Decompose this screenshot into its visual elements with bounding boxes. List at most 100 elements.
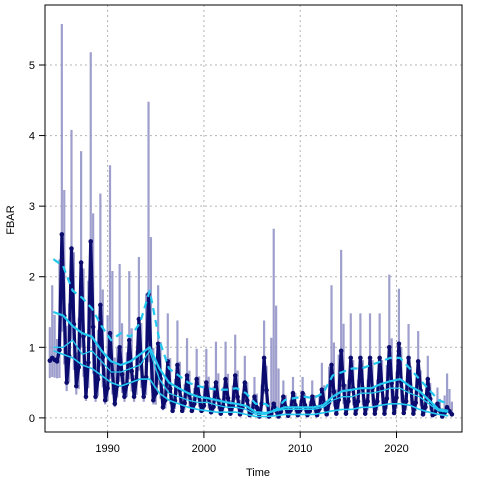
fbar-point — [415, 359, 421, 364]
fbar-point — [300, 390, 305, 396]
x-tick-label: 1990 — [95, 443, 119, 455]
fbar-point — [136, 316, 142, 322]
y-tick-label: 5 — [29, 60, 35, 72]
fbar-point — [244, 398, 250, 403]
fbar-point — [76, 364, 82, 370]
fbar-point — [179, 408, 185, 414]
fbar-point — [355, 399, 361, 404]
fbar-point — [271, 401, 277, 407]
fbar-point — [155, 341, 161, 347]
fbar-point — [394, 395, 399, 401]
fbar-point — [117, 345, 122, 350]
y-tick-label: 2 — [29, 272, 35, 284]
fbar-point — [281, 394, 286, 400]
fbar-point — [362, 411, 368, 416]
fbar-point — [167, 386, 173, 391]
fbar-point — [105, 385, 110, 391]
fbar-point — [232, 373, 238, 378]
x-axis-title: Time — [246, 467, 270, 479]
fbar-point — [435, 401, 440, 407]
fbar-point — [382, 411, 387, 416]
fbar-point — [411, 411, 416, 416]
fbar-point — [223, 376, 228, 382]
fbar-point — [309, 394, 315, 400]
fbar-point — [189, 408, 195, 414]
fbar-point — [122, 394, 127, 400]
fbar-point — [98, 302, 103, 308]
fbar-point — [254, 405, 260, 410]
fbar-point — [288, 407, 293, 413]
fbar-point — [112, 401, 118, 407]
fbar-point — [69, 246, 74, 251]
fbar-point — [211, 404, 216, 410]
fbar-point — [57, 347, 62, 353]
fbar-point — [403, 399, 409, 404]
fbar-point — [182, 400, 187, 406]
fbar-point — [175, 362, 180, 368]
fbar-point — [365, 399, 370, 404]
fbar-point — [341, 383, 346, 388]
fbar-point — [444, 404, 450, 410]
fbar-point — [348, 355, 354, 361]
fbar-point — [252, 394, 257, 400]
fbar-point — [391, 410, 397, 416]
y-tick-label: 4 — [29, 131, 35, 143]
fbar-point — [235, 394, 240, 400]
fbar-point — [100, 355, 106, 360]
fbar-point — [420, 412, 426, 417]
fbar-point — [129, 369, 134, 374]
fbar-point — [194, 376, 199, 382]
fbar-point — [372, 411, 378, 416]
fbar-point — [191, 401, 197, 407]
fbar-point — [367, 355, 373, 361]
fbar-point — [386, 345, 392, 350]
trend-lines — [52, 258, 449, 418]
fbar-point — [126, 337, 132, 343]
fbar-point — [331, 389, 337, 395]
y-tick-label: 0 — [29, 413, 35, 425]
fbar-point — [290, 390, 296, 396]
fbar-point — [160, 404, 166, 410]
y-axis-title: FBAR — [5, 205, 17, 234]
fbar-point — [346, 399, 351, 404]
fbar-point — [59, 232, 65, 237]
fbar-point — [259, 401, 264, 406]
fbar-point — [297, 407, 303, 413]
fbar-point — [90, 324, 96, 330]
fbar-point — [353, 411, 358, 416]
fbar-point — [143, 374, 149, 380]
fbar-point — [377, 355, 382, 361]
fbar-point — [184, 373, 190, 378]
x-tick-label: 2020 — [384, 443, 408, 455]
fbar-point — [406, 355, 411, 361]
plot-frame — [44, 4, 463, 433]
fbar-point — [64, 380, 69, 385]
fbar-point — [338, 348, 344, 354]
fbar-point — [425, 376, 431, 382]
fbar-point — [73, 383, 79, 389]
fbar-point — [204, 380, 209, 385]
fbar-point — [334, 411, 339, 416]
fbar-point — [201, 403, 207, 409]
fbar-point — [374, 399, 380, 404]
fbar-point — [384, 396, 390, 401]
fbar-point — [396, 341, 402, 347]
fbar-point — [131, 394, 137, 400]
trend-median-line — [53, 339, 449, 416]
trend-lower-line — [53, 350, 449, 418]
fbar-point — [423, 404, 428, 410]
fbar-point — [88, 239, 94, 244]
fbar-point — [170, 408, 175, 414]
fbar-point — [95, 376, 101, 382]
fbar-point — [379, 386, 385, 391]
fbar-point — [119, 372, 125, 377]
fbar-point — [449, 412, 455, 417]
trend-upper-line — [52, 258, 449, 412]
y-tick-label: 3 — [29, 201, 35, 213]
y-axis: 0 1 2 3 4 5 — [29, 60, 45, 425]
fbar-point — [213, 380, 219, 385]
y-tick-label: 1 — [29, 342, 35, 354]
fbar-point — [264, 387, 269, 393]
fbar-point — [261, 355, 267, 361]
